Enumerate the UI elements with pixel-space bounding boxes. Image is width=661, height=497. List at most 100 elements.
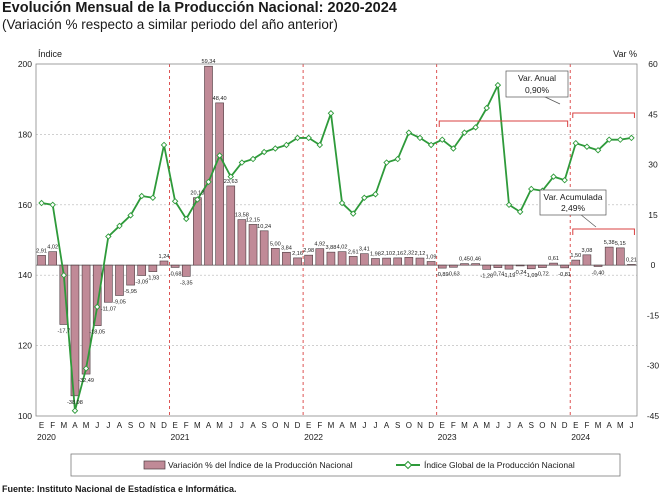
month-label: M [194, 421, 201, 430]
bar-value-label: 48,40 [213, 96, 227, 102]
bar-value-label: 0,45 [459, 257, 470, 263]
index-point [516, 208, 524, 216]
index-point [494, 81, 502, 89]
month-label: D [161, 421, 167, 430]
variation-bar [360, 253, 369, 266]
variation-bar [382, 257, 391, 266]
legend-line-label: Índice Global de la Producción Nacional [424, 460, 575, 470]
month-label: O [406, 421, 412, 430]
axes: 100 120 140 160 180 200 -45 -30 -15 0 15 30 45 60 Índi… [18, 49, 660, 442]
chart-subtitle: (Variación % respecto a similar periodo … [2, 17, 338, 32]
month-label: F [584, 421, 589, 430]
year-label: 2020 [37, 432, 56, 442]
variation-bar [560, 264, 569, 269]
right-tick-label: 15 [648, 210, 658, 220]
month-label: D [562, 421, 568, 430]
index-point [394, 155, 401, 163]
month-label: N [417, 421, 423, 430]
variation-bars [37, 65, 636, 397]
variation-bar [181, 264, 191, 277]
bar-value-label: 4,92 [314, 242, 325, 248]
plot-frame [35, 63, 638, 417]
bar-value-label: 3,84 [281, 245, 292, 251]
index-point [594, 147, 602, 154]
index-point [249, 155, 257, 163]
month-label: A [339, 421, 345, 430]
bar-value-label: -17,7 [57, 328, 70, 334]
index-point [438, 136, 446, 143]
year-dividers [169, 64, 571, 416]
index-point [160, 141, 168, 149]
index-point [605, 136, 613, 143]
right-tick-label: -15 [647, 310, 660, 320]
month-label: J [496, 421, 500, 430]
bar-value-label: -3,35 [180, 280, 193, 286]
variation-bar [48, 251, 57, 266]
legend-bar-swatch [143, 460, 166, 470]
index-line [38, 81, 635, 414]
variation-bar [627, 264, 636, 266]
variation-bar [204, 65, 213, 266]
month-label: A [72, 421, 78, 430]
variation-bar [248, 224, 258, 266]
variation-bar [482, 264, 492, 270]
month-label: J [240, 421, 244, 430]
index-point [294, 134, 301, 142]
variation-bar [515, 264, 525, 267]
bar-value-labels: 2,914,02-17,7-38,98-32,49-18,05-11,07-9,… [36, 59, 637, 406]
variation-bar [282, 251, 291, 266]
index-point [361, 194, 368, 201]
index-point [327, 110, 335, 117]
month-label: E [573, 421, 578, 430]
variation-bar [237, 219, 247, 266]
index-point [505, 201, 513, 209]
index-point [283, 141, 290, 149]
right-tick-label: 45 [648, 109, 658, 119]
bar-value-label: -0,72 [536, 272, 549, 278]
index-point [405, 129, 413, 136]
month-label: E [306, 421, 311, 430]
index-point [272, 145, 279, 152]
left-tick-label: 160 [18, 200, 32, 210]
year-label: 2023 [438, 432, 457, 442]
month-label: O [539, 421, 545, 430]
month-label: M [461, 421, 468, 430]
index-point [461, 129, 468, 136]
month-label: E [172, 421, 177, 430]
variation-bar [148, 264, 158, 272]
bar-value-label: -0,24 [514, 270, 527, 276]
cumulative-callout-pointer [579, 213, 597, 228]
index-point [82, 365, 90, 372]
left-tick-label: 180 [18, 129, 32, 139]
legend-bar-label: Variación % del Índice de la Producción … [168, 460, 353, 470]
annual-callout-title: Var. Anual [518, 73, 556, 83]
index-point [227, 173, 235, 180]
month-label: M [595, 421, 602, 430]
month-label: M [83, 421, 90, 430]
variation-bar [326, 251, 336, 266]
index-point [561, 176, 568, 184]
bar-value-label: 20,13 [190, 191, 204, 197]
variation-bar [615, 247, 625, 266]
index-point [71, 407, 79, 414]
gridlines [36, 134, 637, 346]
cumulative-callout-title: Var. Acumulada [544, 192, 603, 202]
index-point [116, 222, 123, 230]
variation-bar [426, 261, 436, 266]
index-point [49, 201, 56, 209]
bar-value-label: 12,15 [246, 217, 260, 223]
month-label: A [206, 421, 212, 430]
variation-bar [538, 264, 547, 268]
bar-value-label: 2,10 [381, 251, 392, 257]
variation-bar [92, 264, 102, 326]
index-point [572, 139, 580, 147]
variation-bar [215, 102, 224, 266]
index-point [305, 134, 312, 142]
month-label: A [607, 421, 613, 430]
variation-bar [493, 264, 503, 268]
variation-bar [104, 264, 113, 303]
index-point [472, 124, 479, 131]
month-label: S [261, 421, 266, 430]
variation-bar [59, 264, 69, 325]
